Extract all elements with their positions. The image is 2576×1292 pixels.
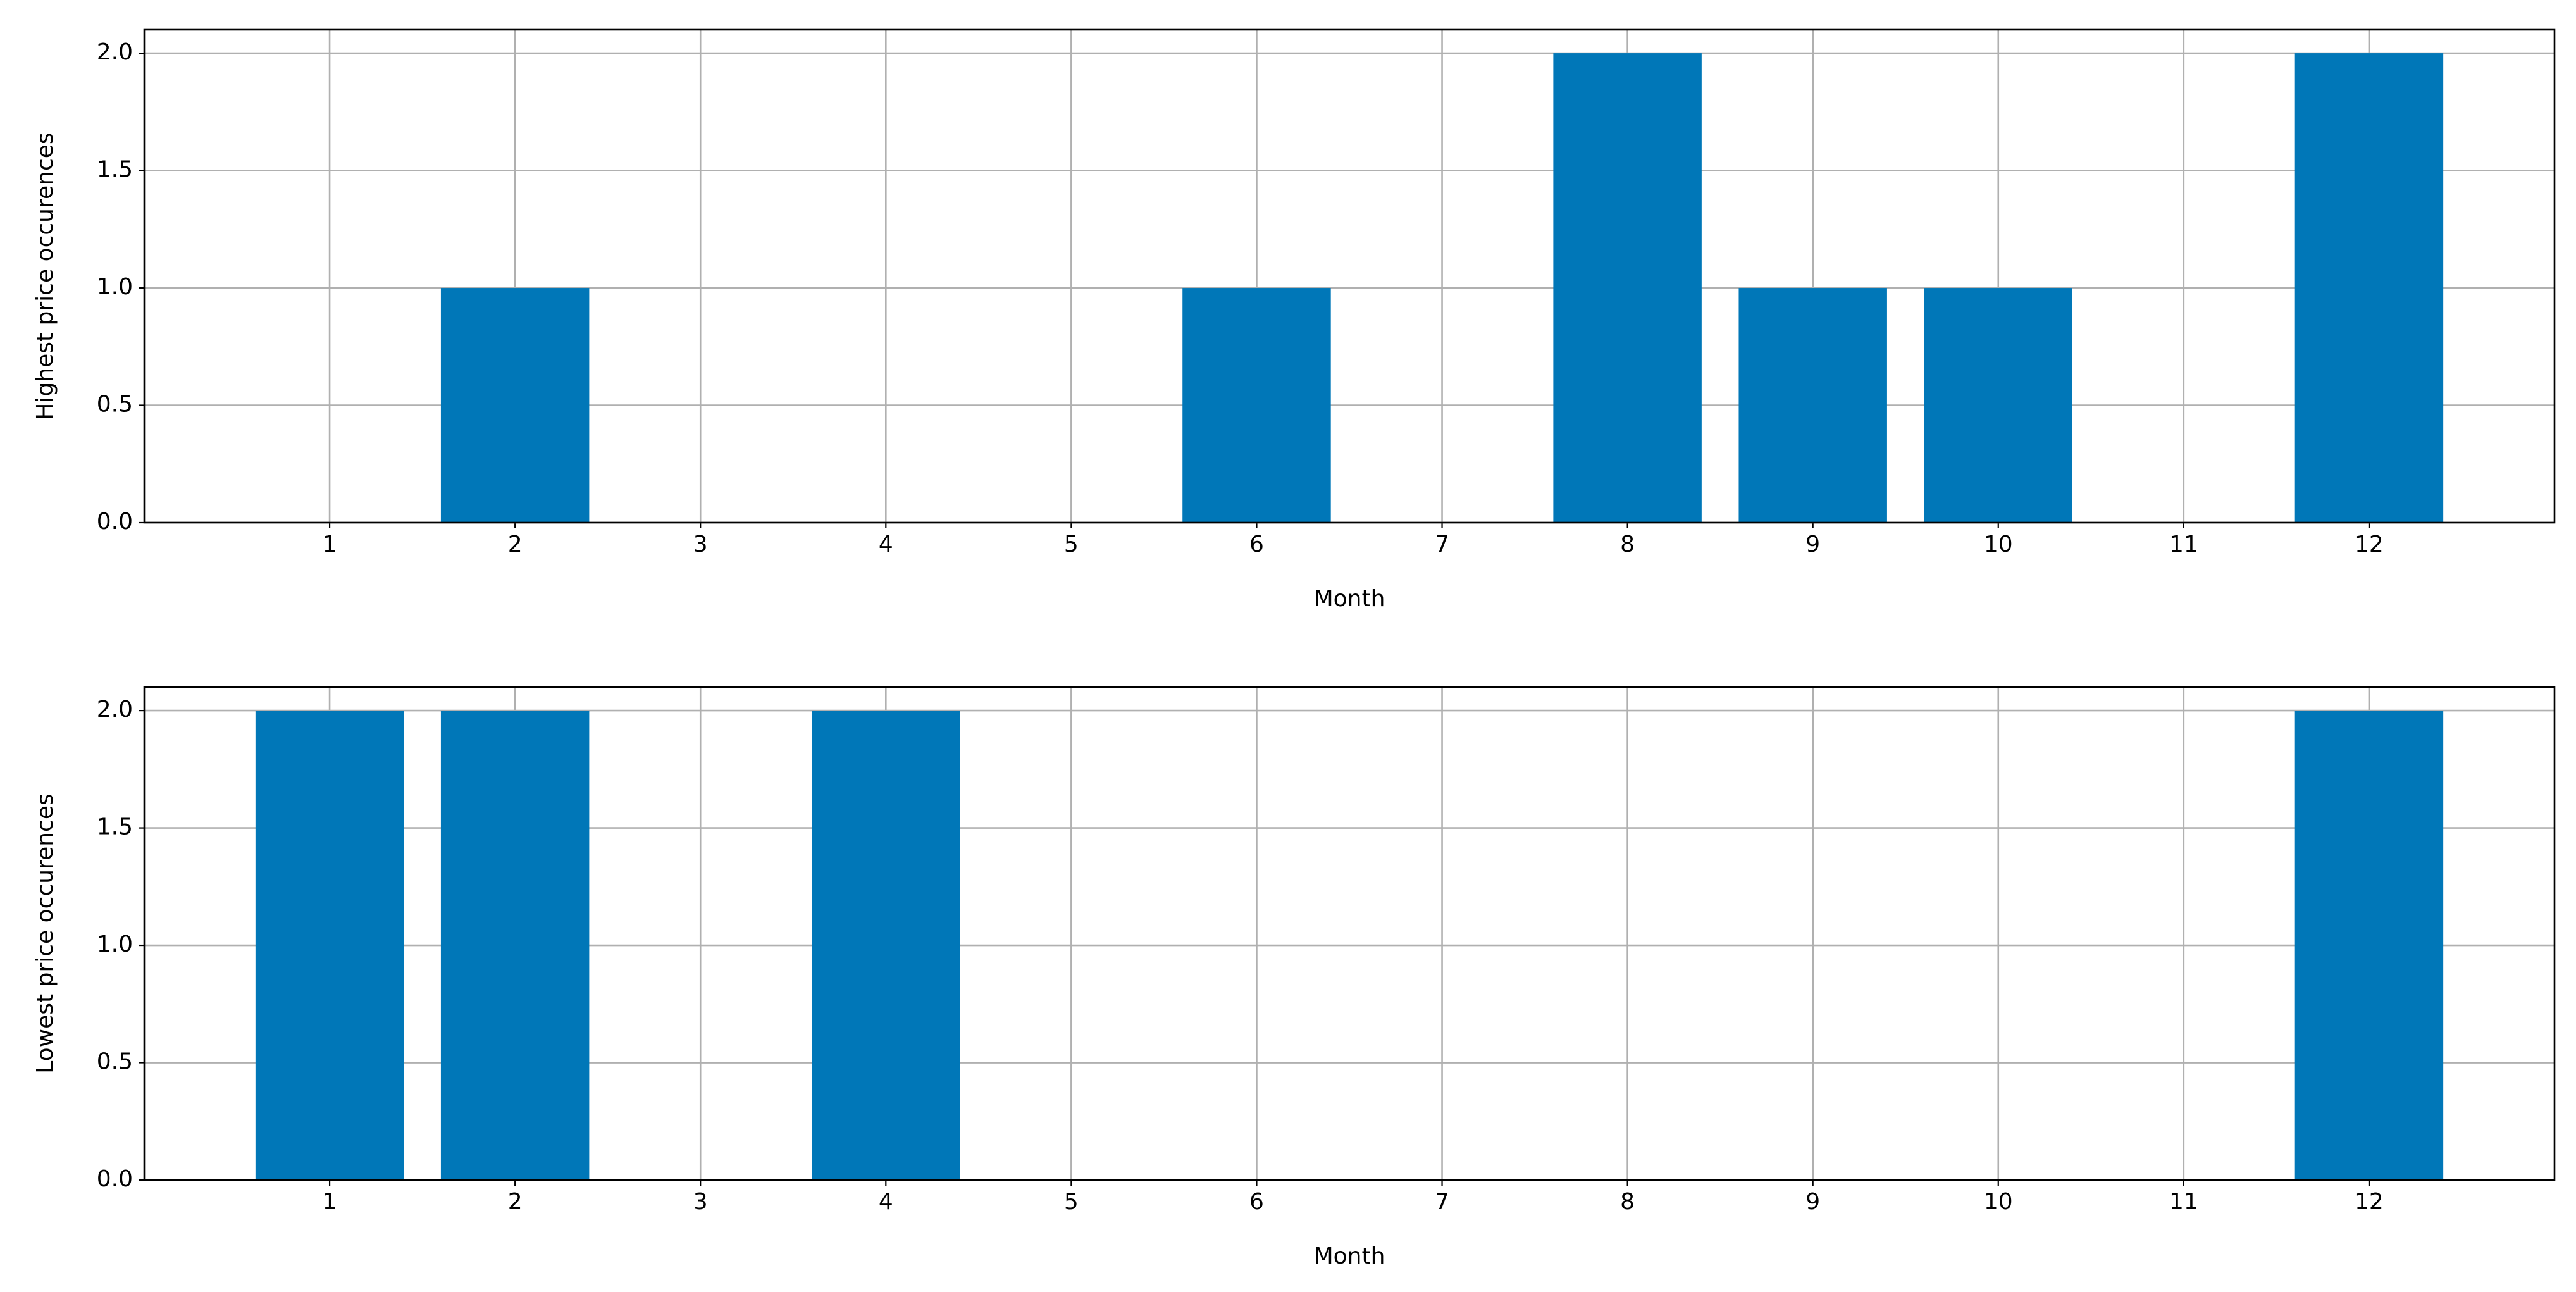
bar xyxy=(1924,288,2072,523)
y-tick-label: 1.0 xyxy=(97,931,133,957)
bar xyxy=(1738,288,1887,523)
y-tick-label: 0.5 xyxy=(97,392,133,418)
x-tick-label: 12 xyxy=(2355,531,2384,557)
bar xyxy=(2294,53,2444,523)
y-tick-label: 1.5 xyxy=(97,157,133,183)
plot-frame xyxy=(143,686,2556,1181)
x-tick-label: 10 xyxy=(1984,531,2013,557)
x-tick-label: 5 xyxy=(1064,531,1079,557)
x-tick-label: 6 xyxy=(1249,1189,1264,1215)
x-tick-label: 8 xyxy=(1620,531,1635,557)
bar xyxy=(2294,711,2444,1180)
y-tick-label: 0.0 xyxy=(97,509,133,535)
plot-frame xyxy=(143,28,2556,524)
x-tick-label: 7 xyxy=(1435,1189,1449,1215)
subplot: 1 2 3 4 5 6 7 8 9 10 11 120.00.51.01.52.0MonthHighe… xyxy=(32,28,2556,612)
x-axis-label: Month xyxy=(1314,586,1385,612)
bar xyxy=(440,288,590,523)
x-tick-label: 12 xyxy=(2355,1189,2384,1215)
y-tick-label: 0.5 xyxy=(97,1049,133,1075)
x-tick-label: 9 xyxy=(1805,531,1820,557)
bar xyxy=(255,711,404,1180)
x-tick-label: 11 xyxy=(2169,531,2198,557)
y-tick-label: 1.5 xyxy=(97,814,133,840)
bar xyxy=(812,711,960,1180)
x-tick-label: 11 xyxy=(2169,1189,2198,1215)
bar xyxy=(1182,288,1331,523)
x-tick-label: 10 xyxy=(1984,1189,2013,1215)
bar xyxy=(1553,53,1702,523)
x-axis-label: Month xyxy=(1314,1243,1385,1269)
x-tick-label: 1 xyxy=(323,1189,337,1215)
y-axis-label: Lowest price occurences xyxy=(32,793,58,1074)
bar xyxy=(440,711,590,1180)
x-tick-label: 3 xyxy=(693,1189,708,1215)
x-tick-label: 4 xyxy=(879,1189,893,1215)
x-tick-label: 4 xyxy=(879,531,893,557)
y-tick-label: 2.0 xyxy=(97,39,133,65)
y-tick-label: 1.0 xyxy=(97,274,133,300)
y-tick-label: 0.0 xyxy=(97,1166,133,1192)
x-tick-label: 2 xyxy=(508,1189,523,1215)
subplot: 1 2 3 4 5 6 7 8 9 10 11 120.00.51.01.52.0MonthLowes… xyxy=(32,686,2556,1269)
x-tick-label: 3 xyxy=(693,531,708,557)
x-tick-label: 6 xyxy=(1249,531,1264,557)
x-tick-label: 2 xyxy=(508,531,523,557)
y-axis-label: Highest price occurences xyxy=(32,132,58,419)
y-tick-label: 2.0 xyxy=(97,697,133,723)
x-tick-label: 9 xyxy=(1805,1189,1820,1215)
x-tick-label: 1 xyxy=(323,531,337,557)
x-tick-label: 7 xyxy=(1435,531,1449,557)
x-tick-label: 8 xyxy=(1620,1189,1635,1215)
x-tick-label: 5 xyxy=(1064,1189,1079,1215)
